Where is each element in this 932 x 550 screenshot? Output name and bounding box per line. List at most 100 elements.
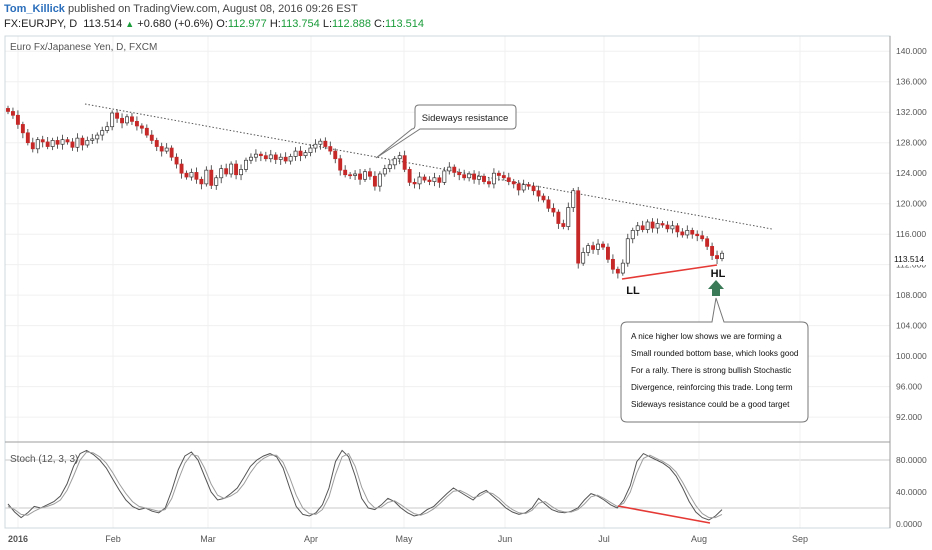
candle [363, 169, 367, 182]
candle-body [338, 158, 343, 171]
candle-body [650, 221, 655, 229]
candle-body [462, 174, 467, 179]
candle [387, 159, 392, 173]
hl-label: HL [711, 268, 726, 280]
stoch-tick-label: 80.0000 [896, 455, 927, 465]
candle [402, 150, 407, 173]
candle-body [179, 163, 184, 174]
high-label: H: [269, 18, 281, 30]
candle-body [6, 108, 10, 112]
candle [184, 170, 189, 180]
candle [660, 220, 665, 228]
candle [134, 116, 139, 131]
candle [526, 181, 531, 190]
candle-body [402, 155, 407, 170]
price-tick-label: 128.000 [896, 138, 927, 148]
candle-body [278, 156, 283, 160]
candle-body [224, 168, 229, 175]
candle [561, 219, 566, 230]
candle [194, 167, 199, 184]
divergence-line[interactable] [617, 505, 711, 524]
candle [15, 110, 20, 129]
resistance-trendline[interactable] [84, 103, 773, 230]
candle [472, 170, 477, 184]
candle-body [601, 243, 605, 248]
candle-body [308, 147, 313, 153]
candle [224, 163, 229, 177]
candle-body [75, 137, 80, 148]
close-label: C: [374, 18, 386, 30]
candle [615, 266, 620, 279]
candle [348, 172, 353, 180]
candle-body [328, 146, 333, 152]
candle [115, 109, 120, 123]
candle [566, 202, 571, 231]
callout-text: Sideways resistance [422, 113, 509, 124]
candle [120, 113, 124, 129]
candle-body [229, 163, 234, 175]
candle-body [70, 141, 75, 148]
candle-body [576, 190, 581, 264]
candle-body [377, 173, 382, 187]
candle [412, 178, 417, 189]
note-text: A nice higher low shows we are forming a… [631, 332, 799, 409]
candle [263, 151, 268, 162]
author-link[interactable]: Tom_Killick [4, 3, 65, 15]
candle [690, 227, 695, 239]
analysis-note[interactable]: A nice higher low shows we are forming a… [620, 297, 809, 423]
candle [209, 165, 214, 189]
candle-body [546, 199, 551, 209]
candle [407, 166, 412, 186]
candle-body [40, 139, 45, 143]
candle-body [397, 155, 402, 160]
candle [491, 168, 496, 189]
candle [695, 230, 700, 242]
candle-body [258, 153, 263, 157]
candle [199, 176, 204, 190]
time-tick-label: May [395, 534, 413, 544]
stoch-tick-label: 0.0000 [896, 519, 922, 529]
candle [239, 164, 243, 181]
candle-body [591, 245, 596, 250]
candle [487, 177, 491, 188]
higher-low-line[interactable] [621, 264, 718, 280]
candle [169, 145, 174, 161]
candle [343, 165, 348, 178]
candle [591, 241, 596, 254]
candle-body [85, 140, 90, 146]
price-tick-label: 140.000 [896, 46, 927, 56]
candle-body [457, 172, 462, 176]
candle-body [541, 195, 546, 201]
candle [20, 121, 25, 139]
candle [204, 166, 209, 187]
candle [635, 221, 640, 236]
price-tick-label: 104.000 [896, 321, 927, 331]
green-arrow-icon [708, 280, 724, 296]
candle [685, 225, 690, 239]
candle [100, 126, 105, 141]
ll-label: LL [626, 285, 640, 297]
candle [214, 175, 219, 190]
price-chart[interactable]: Euro Fx/Japanese Yen, D, FXCM Stoch (12,… [0, 34, 932, 550]
candle-body [566, 207, 571, 227]
candle-body [55, 140, 60, 145]
candle [95, 132, 100, 144]
candle [278, 153, 283, 165]
candle-body [482, 175, 486, 182]
candle [417, 172, 422, 190]
candle-body [680, 231, 685, 236]
candle-body [531, 185, 536, 192]
candle-body [194, 172, 199, 180]
time-tick-label: Feb [105, 534, 121, 544]
candle [308, 144, 313, 157]
candle-body [516, 183, 521, 191]
candle-body [491, 172, 496, 185]
callout-bubble [375, 104, 517, 159]
candle-body [496, 172, 501, 176]
candle-body [318, 140, 323, 145]
candle-body [363, 171, 367, 180]
candle-body [149, 134, 154, 141]
candle-body [556, 211, 561, 224]
resistance-callout[interactable]: Sideways resistance [375, 104, 517, 159]
candle-body [427, 179, 432, 182]
